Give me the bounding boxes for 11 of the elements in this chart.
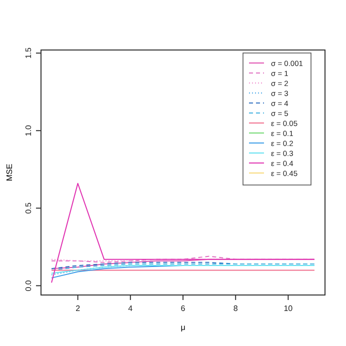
y-tick-label: 1.0: [24, 124, 33, 136]
x-tick-label: 10: [284, 304, 294, 313]
x-axis-title: μ: [180, 323, 186, 332]
y-tick-label: 1.5: [24, 46, 33, 59]
y-tick-label: 0.0: [24, 280, 33, 292]
y-tick-label: 0.5: [24, 202, 33, 214]
y-axis-title: MSE: [5, 164, 14, 182]
x-tick-label: 2: [76, 304, 81, 313]
x-tick-label: 8: [233, 304, 238, 313]
x-tick-label: 6: [180, 304, 186, 313]
x-tick-label: 4: [128, 304, 134, 313]
